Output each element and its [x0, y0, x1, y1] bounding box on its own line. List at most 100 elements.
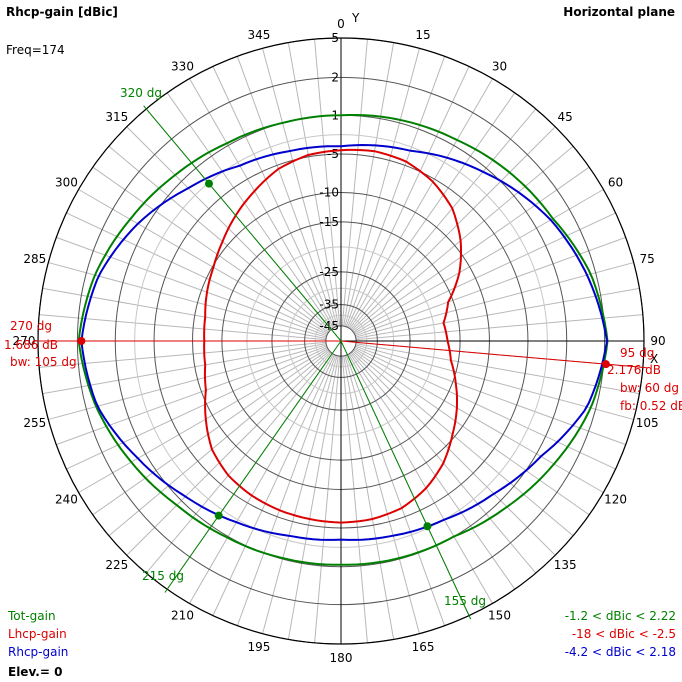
freq-label: Freq=174: [6, 43, 65, 57]
legend-rhcp-gain: Rhcp-gain: [8, 645, 68, 659]
grid-spoke: [343, 355, 395, 640]
marker-dot-270: [77, 337, 86, 345]
angle-tick-label: 300: [55, 176, 78, 190]
series-lines: [77, 114, 609, 566]
angle-tick-label: 150: [488, 609, 511, 623]
grid-spoke: [348, 353, 493, 604]
angle-tick-labels: 0153045607590105120135150165180195210225…: [13, 17, 666, 665]
plane-label: Horizontal plane: [563, 5, 675, 19]
angle-tick-label: 120: [604, 493, 627, 507]
grid-spoke: [56, 236, 327, 337]
radial-tick-labels: 52-1-5-10-15-25-35-45: [319, 31, 339, 333]
marker-270-angle: 270 dg: [10, 319, 52, 333]
angle-tick-label: 240: [55, 493, 78, 507]
grid-spoke: [345, 56, 446, 327]
grid-spoke: [356, 314, 643, 341]
grid-spoke: [126, 351, 331, 556]
angle-tick-label: 90: [650, 334, 665, 348]
radial-tick-label: -35: [319, 298, 339, 312]
radial-tick-label: 5: [331, 31, 339, 45]
grid-spoke: [66, 212, 328, 336]
radial-tick-label: -5: [327, 147, 339, 161]
grid-spoke: [189, 78, 334, 329]
grid-spoke: [236, 56, 337, 327]
angle-tick-label: 285: [23, 252, 46, 266]
grid-spoke: [351, 351, 556, 556]
marker-line-215: [164, 340, 342, 593]
marker-270-bw: bw: 105 dg: [10, 355, 77, 369]
chart-title: Rhcp-gain [dBic]: [6, 5, 118, 19]
marker-line-95: [340, 340, 647, 369]
grid-spoke: [236, 355, 337, 626]
grid-spoke: [341, 39, 368, 326]
grid-spoke: [355, 343, 640, 395]
marker-155-angle: 155 dg: [444, 594, 486, 608]
angle-tick-label: 15: [415, 28, 430, 42]
grid-spoke: [287, 355, 339, 640]
grid-spoke: [262, 355, 338, 634]
grid-spoke: [108, 350, 330, 537]
marker-line-320: [143, 105, 342, 342]
marker-215-angle: 215 dg: [142, 569, 184, 583]
grid-spoke: [56, 345, 327, 446]
grid-spoke: [355, 236, 626, 337]
grid-spoke: [262, 48, 338, 327]
grid-spoke: [212, 66, 336, 328]
grid-spoke: [48, 344, 327, 420]
grid-spoke: [341, 356, 368, 643]
marker-95-fb: fb: 0.52 dB: [620, 399, 682, 413]
angle-tick-label: 345: [248, 28, 271, 42]
angle-tick-label: 0: [337, 17, 345, 31]
marker-320-angle: 320 dg: [120, 86, 162, 100]
grid-spoke: [346, 66, 470, 328]
marker-dot-155: [423, 522, 432, 531]
marker-270-gain: 1.686 dB: [4, 338, 58, 352]
angle-tick-label: 165: [412, 640, 435, 654]
axis-x-label: X: [650, 352, 658, 366]
grid-spoke: [349, 353, 516, 590]
marker-line-155: [340, 340, 472, 620]
marker-95-angle: 95 dg: [620, 346, 654, 360]
marker-95-bw: bw: 60 dg: [620, 381, 679, 395]
angle-tick-label: 30: [492, 59, 507, 73]
range-tot-gain: -1.2 < dBic < 2.22: [565, 609, 676, 623]
angle-tick-label: 45: [558, 110, 573, 124]
axis-y-label: Y: [351, 11, 360, 25]
grid-spoke: [353, 348, 604, 493]
grid-spoke: [66, 346, 328, 470]
radial-tick-label: -25: [319, 265, 339, 279]
marker-dot-215: [214, 511, 223, 520]
grid-spoke: [39, 314, 326, 341]
angle-tick-label: 105: [636, 416, 659, 430]
grid-spoke: [314, 39, 341, 326]
grid-spoke: [39, 341, 326, 368]
grid-spoke: [352, 145, 574, 332]
grid-spoke: [354, 346, 616, 470]
radial-tick-label: -10: [319, 186, 339, 200]
grid-spoke: [353, 189, 604, 334]
angle-tick-label: 315: [105, 110, 128, 124]
angle-tick-label: 60: [608, 176, 623, 190]
grid-spoke: [189, 353, 334, 604]
series-line-lhcp-gain: [203, 148, 462, 524]
grid-spoke: [349, 92, 516, 329]
series-line-tot-gain: [77, 114, 609, 566]
legend-lhcp-gain: Lhcp-gain: [8, 627, 67, 641]
grid-spoke: [350, 108, 537, 330]
range-rhcp-gain: -4.2 < dBic < 2.18: [565, 645, 676, 659]
grid-spoke: [344, 355, 420, 634]
marker-dot-320: [204, 179, 213, 188]
grid-spoke: [78, 348, 329, 493]
angle-tick-label: 195: [248, 640, 271, 654]
radial-tick-label: 2: [331, 70, 339, 84]
angle-tick-label: 225: [105, 558, 128, 572]
angle-tick-label: 255: [23, 416, 46, 430]
grid-spoke: [344, 48, 420, 327]
angle-tick-label: 210: [171, 609, 194, 623]
grid-spoke: [145, 352, 332, 574]
angle-tick-label: 180: [330, 651, 353, 665]
grid-spoke: [355, 287, 640, 339]
marker-dot-95: [601, 360, 610, 369]
